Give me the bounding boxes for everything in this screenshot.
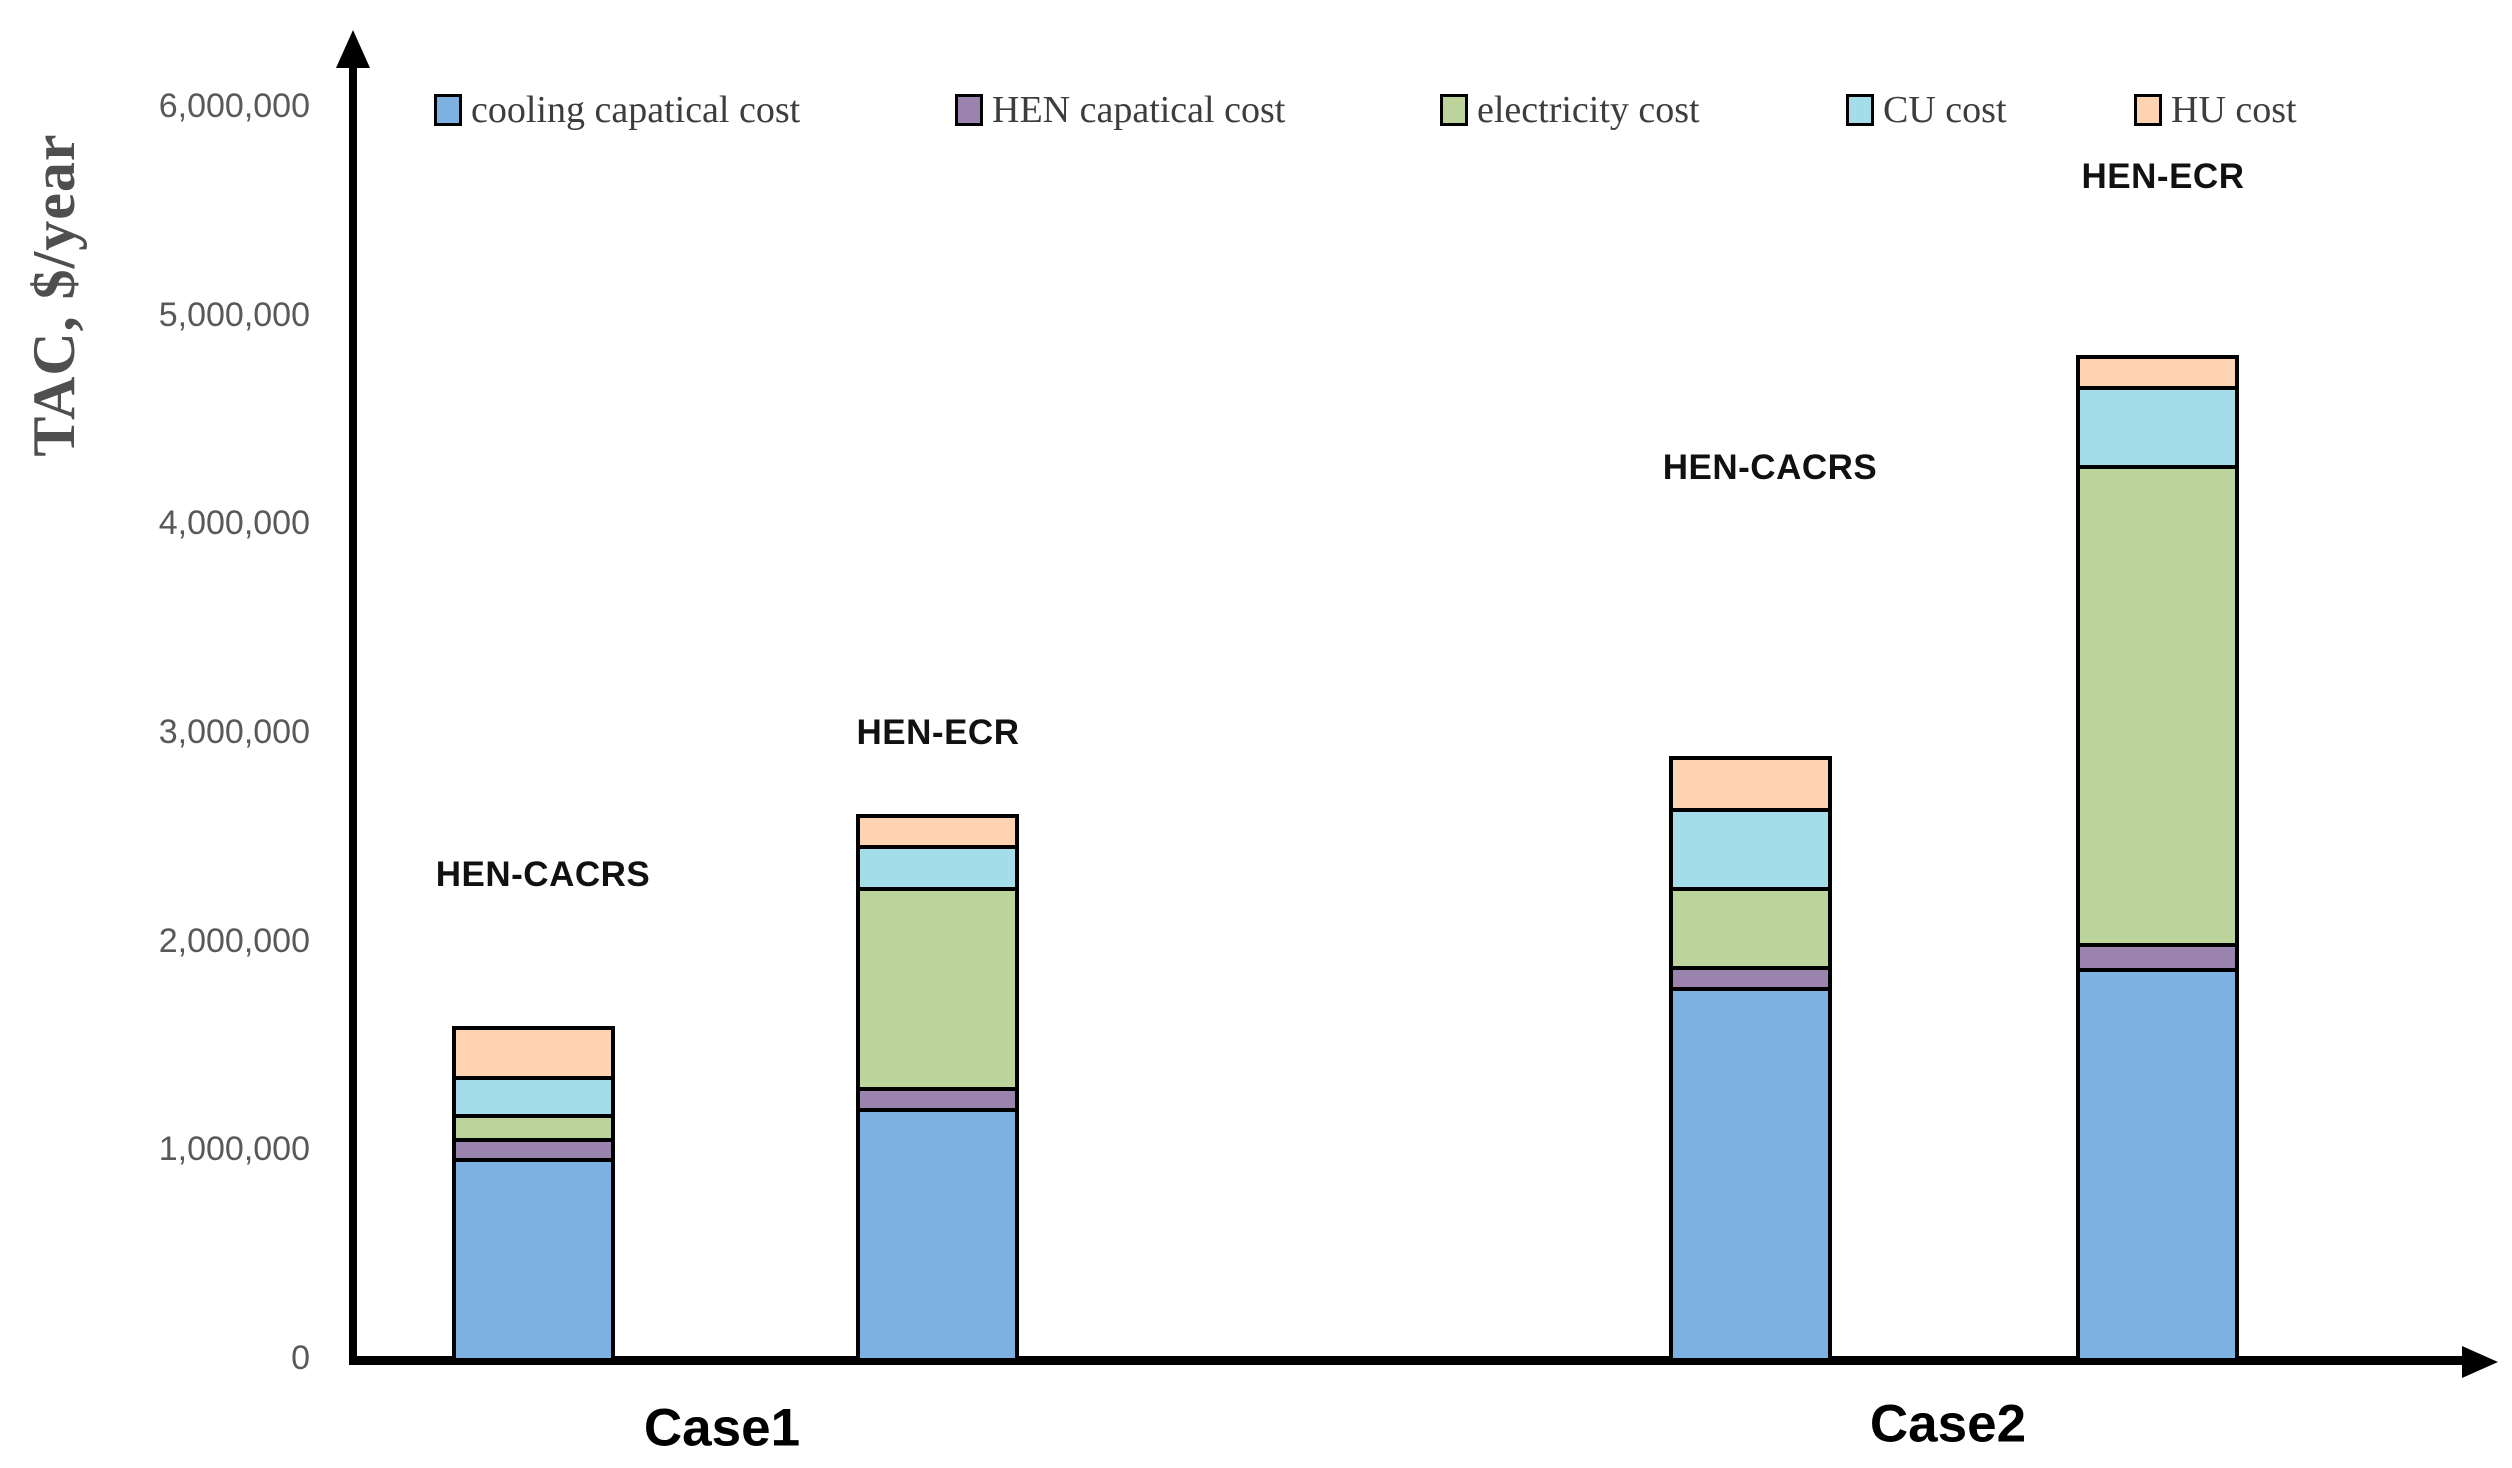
bar-segment-HEN-capatical-cost <box>1669 966 1832 987</box>
legend-swatch-icon <box>955 94 983 126</box>
legend-item-1: HEN capatical cost <box>955 86 1285 134</box>
y-tick-label-4000000: 4,000,000 <box>158 504 310 543</box>
legend-item-0: cooling capatical cost <box>434 86 800 134</box>
x-axis-arrow-icon <box>2462 1346 2498 1378</box>
legend-label: CU cost <box>1883 89 2007 131</box>
y-tick-label-1000000: 1,000,000 <box>158 1130 310 1169</box>
y-axis-arrow-icon <box>336 30 370 68</box>
bar-segment-electricity-cost <box>1669 887 1832 966</box>
bar-segment-electricity-cost <box>452 1114 615 1138</box>
legend-swatch-icon <box>2134 94 2162 126</box>
legend-label: HU cost <box>2171 89 2297 131</box>
legend-item-2: electricity cost <box>1440 86 1700 134</box>
bar-case2-hen-cacrs <box>1669 755 1832 1358</box>
y-tick-label-3000000: 3,000,000 <box>158 712 310 751</box>
bar-segment-CU-cost <box>452 1076 615 1114</box>
bar-label-case1-hen-ecr: HEN-ECR <box>856 713 1020 752</box>
y-tick-label-5000000: 5,000,000 <box>158 295 310 334</box>
bar-segment-HEN-capatical-cost <box>452 1138 615 1158</box>
legend-swatch-icon <box>434 94 462 126</box>
bar-case2-hen-ecr <box>2076 354 2239 1358</box>
legend-item-4: HU cost <box>2134 86 2297 134</box>
legend-label: cooling capatical cost <box>471 89 801 131</box>
bar-segment-CU-cost <box>2076 386 2239 465</box>
x-axis-line <box>349 1356 2465 1365</box>
category-label-case2: Case2 <box>1869 1394 2027 1454</box>
y-tick-label-0: 0 <box>291 1339 310 1377</box>
bar-segment-cooling-capatical-cost <box>452 1158 615 1358</box>
bar-label-case2-hen-ecr: HEN-ECR <box>2081 157 2245 196</box>
bar-segment-electricity-cost <box>2076 465 2239 943</box>
category-label-case1: Case1 <box>643 1398 801 1458</box>
legend-swatch-icon <box>1846 94 1874 126</box>
bar-segment-HU-cost <box>856 814 1019 845</box>
bar-segment-HU-cost <box>2076 355 2239 386</box>
legend-label: electricity cost <box>1477 89 1700 131</box>
y-tick-label-6000000: 6,000,000 <box>158 86 310 125</box>
bar-segment-CU-cost <box>1669 808 1832 887</box>
bar-label-case2-hen-cacrs: HEN-CACRS <box>1662 448 1878 487</box>
bar-case1-hen-ecr <box>856 813 1019 1358</box>
y-axis-line <box>349 58 357 1363</box>
bar-segment-cooling-capatical-cost <box>1669 987 1832 1358</box>
y-tick-label-2000000: 2,000,000 <box>158 921 310 960</box>
bar-segment-HU-cost <box>1669 756 1832 808</box>
bar-segment-cooling-capatical-cost <box>2076 968 2239 1358</box>
bar-segment-CU-cost <box>856 845 1019 887</box>
bar-segment-electricity-cost <box>856 887 1019 1087</box>
legend-label: HEN capatical cost <box>992 89 1286 131</box>
bar-segment-HU-cost <box>452 1026 615 1076</box>
bar-case1-hen-cacrs <box>452 1026 615 1358</box>
bar-segment-HEN-capatical-cost <box>856 1087 1019 1108</box>
bar-label-case1-hen-cacrs: HEN-CACRS <box>435 855 651 894</box>
legend-swatch-icon <box>1440 94 1468 126</box>
bar-segment-HEN-capatical-cost <box>2076 943 2239 968</box>
bar-segment-cooling-capatical-cost <box>856 1108 1019 1358</box>
legend-item-3: CU cost <box>1846 86 2007 134</box>
